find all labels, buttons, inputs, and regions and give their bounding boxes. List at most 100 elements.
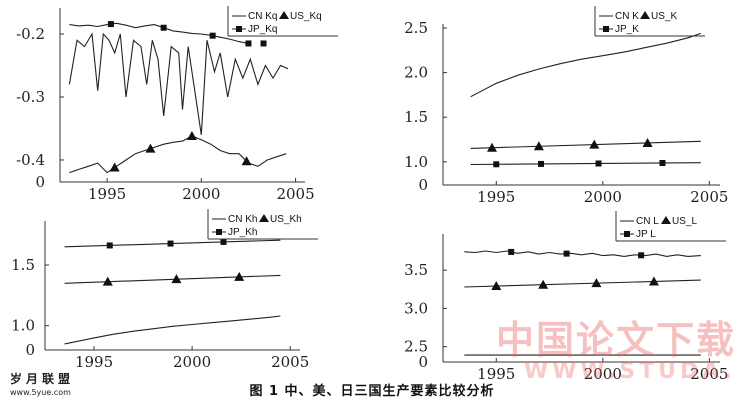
triangle-marker bbox=[642, 137, 653, 147]
series-line-1 bbox=[470, 32, 701, 98]
series-line-1 bbox=[68, 32, 289, 135]
x-tick-label: 2000 bbox=[173, 353, 211, 371]
square-marker bbox=[107, 21, 114, 28]
y-tick-label: 1.0 bbox=[11, 317, 35, 335]
y-tick-label: 1.5 bbox=[11, 256, 35, 274]
x-tick-label: 2005 bbox=[271, 353, 309, 371]
square-marker bbox=[538, 160, 545, 167]
x-tick-label: 1995 bbox=[75, 353, 113, 371]
legend-entry: JP_K bbox=[615, 24, 639, 35]
x-tick-label: 2000 bbox=[584, 188, 622, 206]
square-marker bbox=[167, 240, 174, 247]
square-marker bbox=[245, 40, 252, 47]
legend-triangle-marker bbox=[661, 216, 671, 224]
legend-square-marker bbox=[236, 26, 242, 32]
legend-entry: CN L bbox=[636, 216, 659, 227]
triangle-marker bbox=[648, 276, 659, 286]
triangle-marker bbox=[241, 156, 252, 166]
series-line-2 bbox=[464, 279, 701, 288]
y-tick-label: 3.5 bbox=[404, 261, 428, 279]
series-line-1 bbox=[64, 315, 281, 345]
y-tick-label: 0 bbox=[25, 341, 35, 359]
square-marker bbox=[638, 252, 645, 259]
legend-square-marker bbox=[603, 26, 609, 32]
legend: CN Kq US_Kq JP_Kq bbox=[227, 6, 338, 37]
legend-triangle-marker bbox=[279, 11, 289, 19]
legend-entry: US_Kq bbox=[290, 11, 322, 22]
triangle-marker bbox=[491, 281, 502, 291]
series-line-2 bbox=[69, 135, 287, 174]
chart-panel-1: -0.2 -0.3 -0.4 0 1995 2000 2005 CN Kq US_Kq JP_Kq bbox=[16, 6, 338, 203]
triangle-marker bbox=[234, 271, 245, 281]
legend-entry: US_K bbox=[651, 11, 677, 22]
square-marker bbox=[659, 159, 666, 166]
legend-entry: JP L bbox=[636, 229, 656, 240]
figure-caption: 图 1 中、美、日三国生产要素比较分析 bbox=[249, 384, 495, 399]
legend-entry: JP_Kq bbox=[248, 24, 277, 35]
y-tick-label: -0.3 bbox=[16, 88, 45, 106]
site-mark-url: www.5yue.com bbox=[10, 388, 71, 397]
triangle-marker bbox=[186, 131, 197, 141]
triangle-marker bbox=[102, 276, 113, 286]
chart-panel-3: 1.5 1.0 0 1995 2000 2005 CN Kh US_Kh JP_Kh bbox=[11, 209, 318, 371]
legend-entry: CN Kq bbox=[248, 11, 277, 22]
triangle-marker bbox=[109, 162, 120, 172]
triangle-marker bbox=[538, 279, 549, 289]
triangle-marker bbox=[589, 139, 600, 149]
legend-entry: US_Kh bbox=[270, 214, 302, 225]
y-tick-label: 1.5 bbox=[404, 108, 428, 126]
site-mark-name: 岁月联盟 bbox=[10, 372, 75, 386]
x-tick-label: 1995 bbox=[88, 185, 126, 203]
series-line-3 bbox=[69, 22, 249, 45]
series-line-2 bbox=[470, 140, 701, 149]
y-tick-label: -0.2 bbox=[16, 25, 45, 43]
triangle-marker bbox=[533, 141, 544, 151]
y-tick-label: 2.5 bbox=[404, 338, 428, 356]
square-marker bbox=[563, 250, 570, 257]
chart-panel-2: 2.5 2.0 1.5 1.0 0 1995 2000 2005 CN K US_K JP_K bbox=[404, 6, 728, 206]
y-tick-label: 3.0 bbox=[404, 299, 428, 317]
y-tick-label: 0 bbox=[418, 353, 428, 371]
x-tick-label: 2005 bbox=[276, 185, 314, 203]
y-tick-label: 0 bbox=[35, 173, 45, 191]
x-tick-label: 2005 bbox=[690, 365, 728, 383]
square-marker bbox=[493, 161, 500, 168]
y-tick-label: 2.5 bbox=[404, 19, 428, 37]
x-tick-label: 2000 bbox=[182, 185, 220, 203]
legend: CN Kh US_Kh JP_Kh bbox=[207, 209, 318, 240]
legend-entry: CN K bbox=[615, 11, 639, 22]
series-line-3 bbox=[470, 162, 701, 166]
legend-square-marker bbox=[624, 231, 630, 237]
triangle-marker bbox=[591, 278, 602, 288]
square-marker bbox=[209, 32, 216, 39]
legend-entry: US_L bbox=[672, 216, 697, 227]
series-line-2 bbox=[64, 274, 281, 284]
x-tick-label: 2005 bbox=[690, 188, 728, 206]
legend-triangle-marker bbox=[640, 11, 650, 19]
legend-triangle-marker bbox=[259, 214, 269, 222]
x-tick-label: 2000 bbox=[584, 365, 622, 383]
y-tick-label: 0 bbox=[418, 176, 428, 194]
y-tick-label: 2.0 bbox=[404, 64, 428, 82]
triangle-marker bbox=[145, 143, 156, 153]
y-tick-label: 1.0 bbox=[404, 153, 428, 171]
triangle-marker bbox=[171, 274, 182, 284]
chart-panel-4: 3.5 3.0 2.50 1995 2000 2005 CN L US_L JP L bbox=[404, 211, 728, 383]
square-marker bbox=[260, 40, 267, 47]
legend-entry: JP_Kh bbox=[228, 227, 257, 238]
square-marker bbox=[508, 248, 515, 255]
x-tick-label: 1995 bbox=[477, 188, 515, 206]
triangle-marker bbox=[487, 142, 498, 152]
legend-entry: CN Kh bbox=[228, 214, 257, 225]
site-mark: 岁月联盟 www.5yue.com bbox=[10, 370, 74, 397]
x-tick-label: 1995 bbox=[477, 365, 515, 383]
legend: CN K US_K JP_K bbox=[594, 6, 705, 37]
y-tick-label: -0.4 bbox=[16, 151, 45, 169]
square-marker bbox=[595, 160, 602, 167]
series-line-3 bbox=[464, 250, 701, 257]
legend-square-marker bbox=[216, 229, 222, 235]
legend: CN L US_L JP L bbox=[615, 211, 726, 242]
square-marker bbox=[160, 24, 167, 31]
square-marker bbox=[106, 242, 113, 249]
